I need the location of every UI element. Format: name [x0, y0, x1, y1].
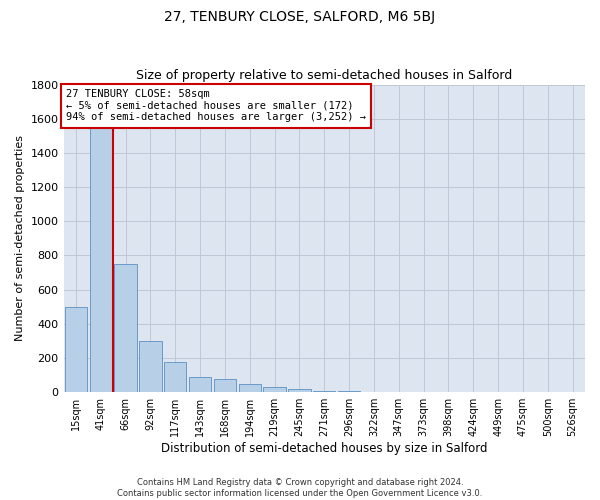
Bar — [89, 128, 112, 392]
Y-axis label: Number of semi-detached properties: Number of semi-detached properties — [15, 136, 25, 342]
Bar — [313, 391, 335, 392]
Bar — [164, 362, 187, 392]
Text: 27 TENBURY CLOSE: 58sqm
← 5% of semi-detached houses are smaller (172)
94% of se: 27 TENBURY CLOSE: 58sqm ← 5% of semi-det… — [66, 89, 366, 122]
Text: 27, TENBURY CLOSE, SALFORD, M6 5BJ: 27, TENBURY CLOSE, SALFORD, M6 5BJ — [164, 10, 436, 24]
Bar — [214, 380, 236, 392]
Bar — [115, 264, 137, 392]
Title: Size of property relative to semi-detached houses in Salford: Size of property relative to semi-detach… — [136, 69, 512, 82]
Bar — [288, 389, 311, 392]
X-axis label: Distribution of semi-detached houses by size in Salford: Distribution of semi-detached houses by … — [161, 442, 488, 455]
Bar — [189, 377, 211, 392]
Bar — [239, 384, 261, 392]
Bar — [65, 306, 87, 392]
Bar — [139, 341, 161, 392]
Text: Contains HM Land Registry data © Crown copyright and database right 2024.
Contai: Contains HM Land Registry data © Crown c… — [118, 478, 482, 498]
Bar — [263, 388, 286, 392]
